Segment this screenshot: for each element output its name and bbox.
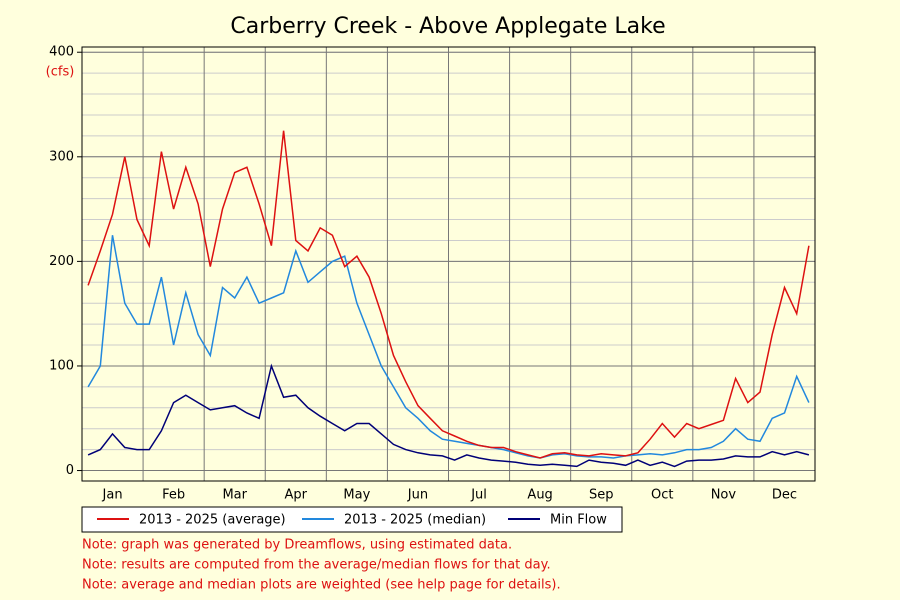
x-tick-label: Jan [102, 488, 123, 503]
note: Note: graph was generated by Dreamflows,… [82, 538, 512, 553]
series-line [87, 130, 810, 459]
x-tick-label: Jul [470, 488, 487, 503]
y-tick-label: 200 [49, 254, 74, 269]
series-line [87, 363, 810, 468]
x-tick-label: Apr [285, 488, 308, 503]
x-tick-label: Jun [407, 488, 428, 503]
x-tick-label: Feb [162, 488, 185, 503]
plot-frame [81, 46, 816, 482]
note: Note: average and median plots are weigh… [82, 578, 561, 593]
y-axis-label: (cfs) [46, 65, 75, 80]
x-tick-label: Nov [711, 488, 737, 503]
x-tick-label: Aug [527, 488, 552, 503]
x-tick-label: Sep [589, 488, 614, 503]
series-line [87, 235, 810, 459]
legend-label: 2013 - 2025 (median) [344, 513, 486, 528]
x-tick-label: Oct [651, 488, 673, 503]
legend-label: 2013 - 2025 (average) [139, 513, 286, 528]
y-tick-label: 100 [49, 358, 74, 373]
y-tick-label: 300 [49, 149, 74, 164]
note: Note: results are computed from the aver… [82, 558, 551, 573]
chart-title: Carberry Creek - Above Applegate Lake [230, 14, 665, 39]
y-tick-label: 0 [66, 463, 74, 478]
y-tick-label: 400 [49, 45, 74, 60]
legend-label: Min Flow [550, 513, 607, 528]
x-tick-label: May [343, 488, 370, 503]
x-tick-label: Mar [222, 488, 247, 503]
x-tick-label: Dec [772, 488, 797, 503]
